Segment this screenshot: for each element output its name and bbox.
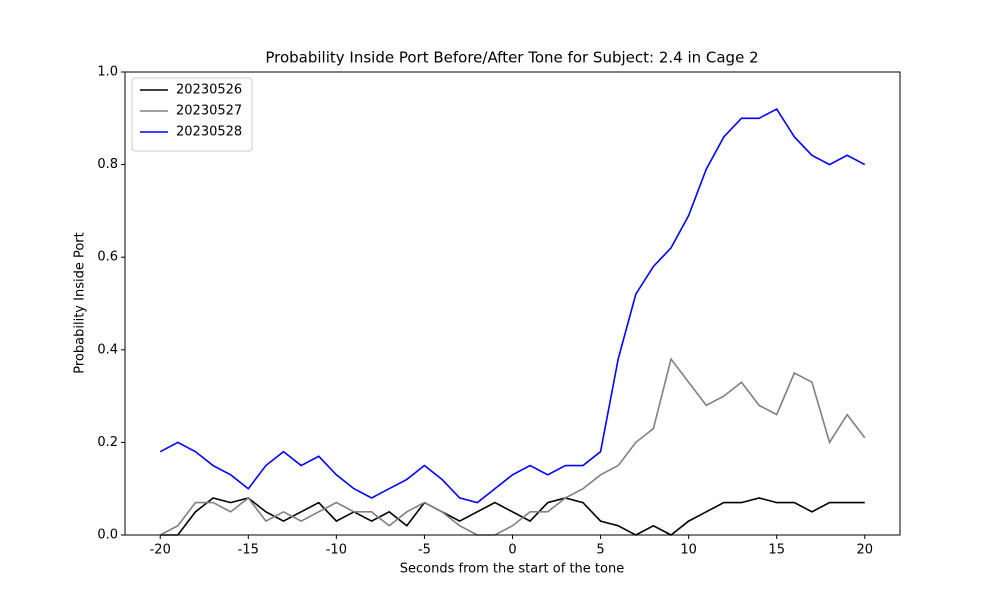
legend-label: 20230526 [176, 83, 242, 98]
series-line [159, 357, 866, 536]
x-tick-label: 5 [596, 543, 604, 558]
x-axis-label: Seconds from the start of the tone [400, 562, 624, 577]
x-tick-label: -15 [238, 543, 259, 558]
series-line [160, 497, 865, 536]
x-tick-label: 20 [856, 543, 873, 558]
x-tick-label: 10 [680, 543, 697, 558]
plot-frame [124, 71, 901, 536]
chart-title: Probability Inside Port Before/After Ton… [265, 49, 758, 67]
x-tick-label: 15 [768, 543, 785, 558]
legend-label: 20230528 [176, 125, 242, 140]
y-tick-label: 0.2 [97, 435, 118, 450]
x-tick-label: -10 [326, 543, 347, 558]
y-tick-label: 0.6 [97, 250, 118, 265]
series-line [159, 107, 866, 504]
legend-label: 20230527 [176, 104, 242, 119]
x-tick-label: -20 [150, 543, 171, 558]
y-tick-label: 0.0 [97, 528, 118, 543]
y-tick-label: 1.0 [97, 65, 118, 80]
y-axis-label: Probability Inside Port [73, 232, 88, 373]
x-tick-label: 0 [508, 543, 516, 558]
y-tick-label: 0.8 [97, 157, 118, 172]
y-tick-label: 0.4 [97, 342, 118, 357]
x-tick-label: -5 [418, 543, 431, 558]
